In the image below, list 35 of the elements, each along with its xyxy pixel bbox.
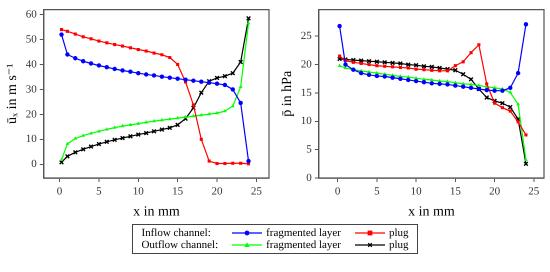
y-axis-title: p̄ in hPa bbox=[280, 70, 296, 117]
legend-label: fragmented layer bbox=[266, 227, 341, 239]
y-tick-label: 60 bbox=[26, 8, 38, 20]
y-tick-label: 25 bbox=[300, 30, 312, 42]
x-tick-label: 10 bbox=[132, 185, 144, 198]
y-tick-label: 20 bbox=[300, 58, 312, 70]
y-tick-label: 10 bbox=[26, 133, 38, 146]
y-tick-label: 0 bbox=[31, 158, 38, 170]
x-tick-label: 20 bbox=[212, 185, 224, 198]
x-axis-title: x in mm bbox=[133, 204, 180, 220]
x-tick-label: 15 bbox=[172, 185, 184, 198]
x-tick-label: 10 bbox=[410, 185, 422, 198]
text: Inflow channel: bbox=[141, 227, 212, 239]
y-tick-label: 40 bbox=[26, 58, 38, 70]
x-tick-label: 5 bbox=[374, 185, 380, 198]
x-tick-label: 20 bbox=[489, 185, 501, 198]
y-tick-label: 15 bbox=[300, 86, 312, 99]
y-tick-label: 5 bbox=[306, 144, 312, 156]
x-tick-label: 0 bbox=[56, 185, 63, 198]
x-tick-label: 25 bbox=[250, 185, 262, 198]
x-tick-label: 5 bbox=[96, 185, 102, 198]
x-tick-label: 0 bbox=[334, 185, 341, 198]
y-tick-label: 0 bbox=[306, 172, 312, 184]
text: Outflow channel: bbox=[141, 239, 218, 251]
legend-label: fragmented layer bbox=[266, 239, 341, 251]
x-tick-label: 25 bbox=[528, 185, 540, 198]
x-tick-label: 15 bbox=[450, 185, 462, 198]
x-axis-title: x in mm bbox=[408, 204, 455, 220]
y-axis-title: ūₓ in m s⁻¹ bbox=[5, 64, 20, 124]
y-tick-label: 50 bbox=[26, 33, 38, 46]
y-tick-label: 30 bbox=[26, 83, 38, 96]
legend-label: plug bbox=[388, 239, 409, 251]
legend-label: plug bbox=[388, 227, 409, 239]
y-tick-label: 10 bbox=[300, 115, 312, 128]
y-tick-label: 20 bbox=[26, 108, 38, 120]
